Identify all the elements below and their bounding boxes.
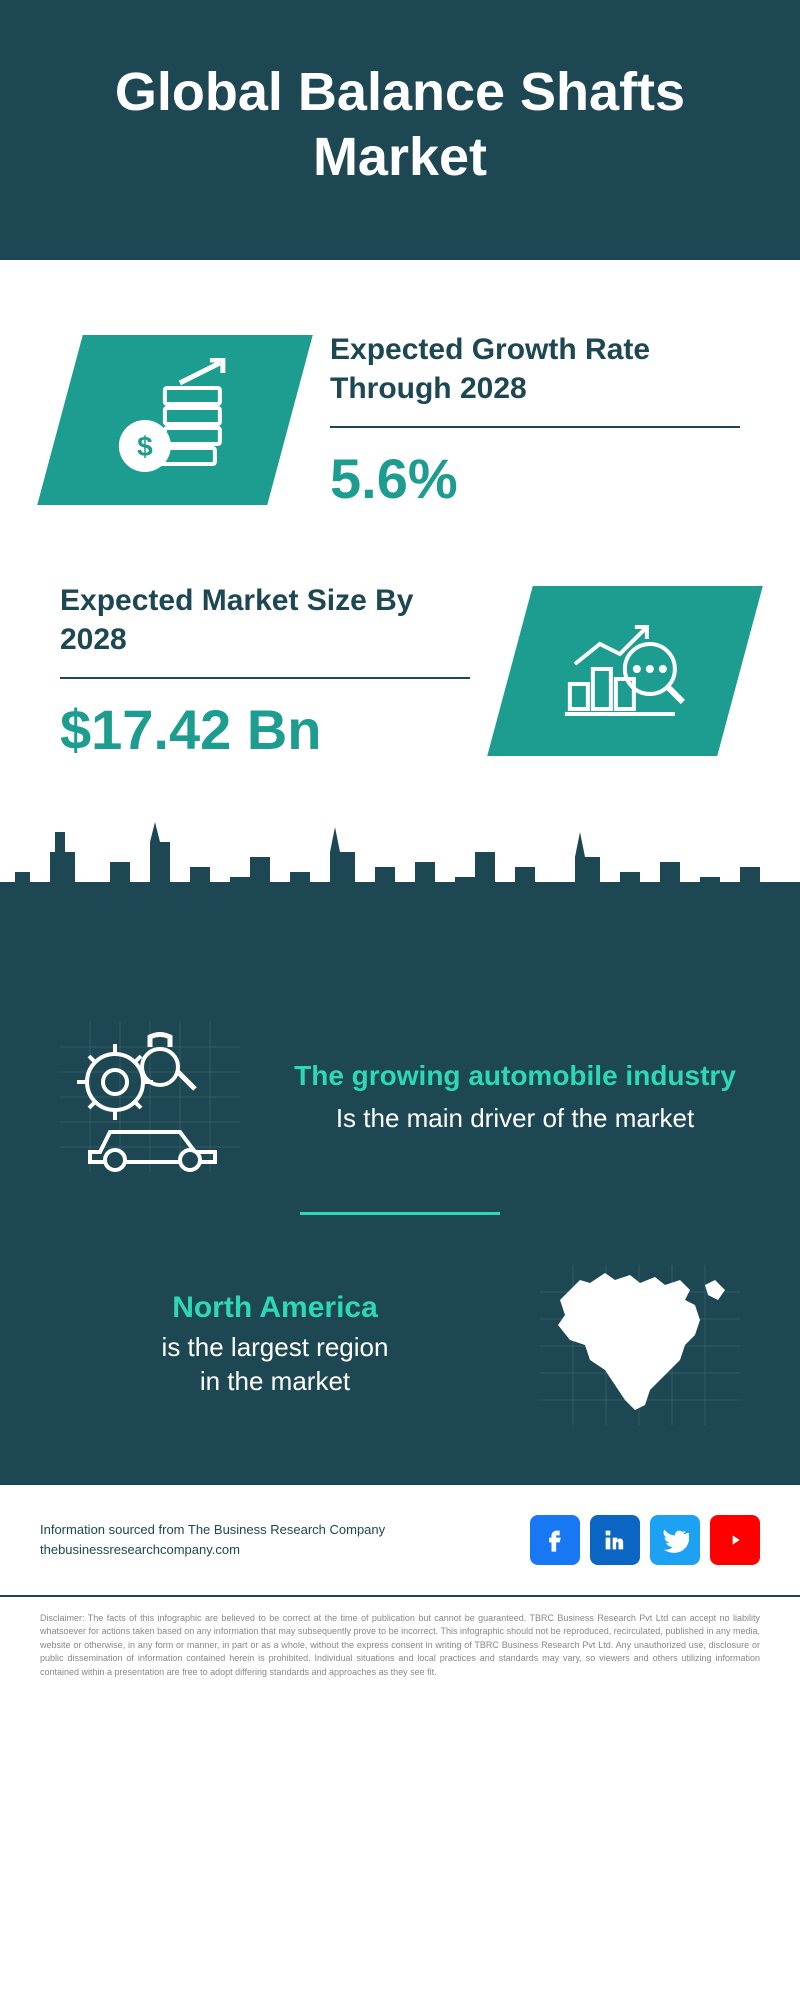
region-text: North America is the largest region in t… <box>60 1291 490 1399</box>
twitter-icon[interactable] <box>650 1515 700 1565</box>
growth-label: Expected Growth Rate Through 2028 <box>330 330 740 428</box>
header-gap <box>0 260 800 280</box>
page-title: Global Balance Shafts Market <box>40 60 760 190</box>
header-banner: Global Balance Shafts Market <box>0 0 800 260</box>
north-america-map-icon <box>540 1265 740 1425</box>
linkedin-icon[interactable] <box>590 1515 640 1565</box>
youtube-icon[interactable] <box>710 1515 760 1565</box>
market-size-value: $17.42 Bn <box>60 697 470 762</box>
source-line-2: thebusinessresearchcompany.com <box>40 1540 385 1560</box>
driver-row: The growing automobile industry Is the m… <box>60 1022 740 1172</box>
stats-section: $ Expected Growth Rate Through 2028 5.6% <box>0 280 800 882</box>
svg-text:$: $ <box>137 431 153 462</box>
growth-value: 5.6% <box>330 446 740 511</box>
footer: Information sourced from The Business Re… <box>0 1485 800 1597</box>
section-divider <box>300 1212 500 1215</box>
region-subtitle-2: in the market <box>60 1365 490 1399</box>
market-size-label: Expected Market Size By 2028 <box>60 581 470 679</box>
driver-title: The growing automobile industry <box>290 1058 740 1094</box>
social-icons <box>530 1515 760 1565</box>
chart-magnify-icon <box>555 609 695 734</box>
growth-text: Expected Growth Rate Through 2028 5.6% <box>330 330 740 511</box>
region-subtitle-1: is the largest region <box>60 1331 490 1365</box>
car-wrench-gear-icon <box>60 1022 240 1172</box>
growth-icon-box: $ <box>37 335 313 505</box>
market-size-text: Expected Market Size By 2028 $17.42 Bn <box>60 581 470 762</box>
dark-info-section: The growing automobile industry Is the m… <box>0 992 800 1485</box>
driver-subtitle: Is the main driver of the market <box>290 1102 740 1136</box>
coins-arrow-icon: $ <box>105 358 245 483</box>
market-size-icon-box <box>487 586 763 756</box>
facebook-icon[interactable] <box>530 1515 580 1565</box>
disclaimer-text: Disclaimer: The facts of this infographi… <box>0 1597 800 1710</box>
region-row: North America is the largest region in t… <box>60 1265 740 1425</box>
footer-source: Information sourced from The Business Re… <box>40 1520 385 1559</box>
skyline-graphic <box>0 882 800 992</box>
market-size-stat-row: Expected Market Size By 2028 $17.42 Bn <box>60 581 740 762</box>
driver-text: The growing automobile industry Is the m… <box>290 1058 740 1136</box>
region-title: North America <box>60 1291 490 1325</box>
source-line-1: Information sourced from The Business Re… <box>40 1520 385 1540</box>
growth-stat-row: $ Expected Growth Rate Through 2028 5.6% <box>60 330 740 511</box>
